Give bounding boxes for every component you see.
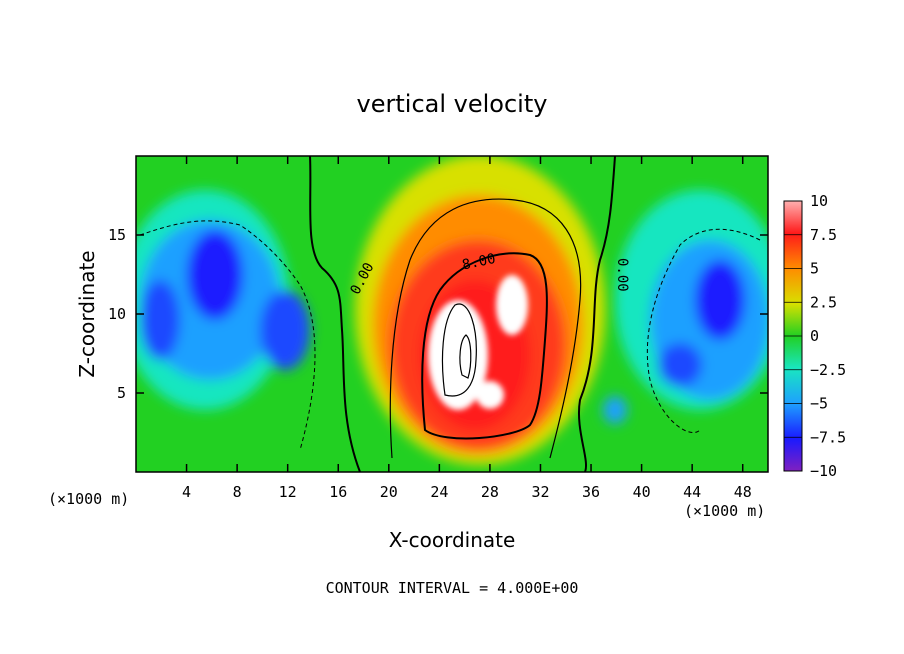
downdraft-left-low-core <box>140 280 180 360</box>
colorbar-tick-label: 10 <box>810 192 828 210</box>
contour-negative-left <box>139 220 316 451</box>
contour-negative-right <box>646 228 761 433</box>
x-tick-label: 28 <box>481 483 499 501</box>
contour-zero-left <box>309 156 361 472</box>
y-tick-label: 5 <box>117 384 126 402</box>
downdraft-left-core <box>187 230 243 320</box>
y-tick-label: 10 <box>108 305 126 323</box>
x-tick-label: 24 <box>430 483 448 501</box>
downdraft-right-low-core <box>658 343 702 387</box>
x-unit-label-left: (×1000 m) <box>48 490 129 508</box>
y-axis-title: Z-coordinate <box>75 250 99 377</box>
y-axis: 5 10 15 <box>108 226 768 402</box>
contour-8 <box>421 252 548 440</box>
colorbar-tick-label: −2.5 <box>810 361 846 379</box>
chart-title: vertical velocity <box>357 90 548 118</box>
x-unit-label-right: (×1000 m) <box>684 502 765 520</box>
contour-zero-right <box>578 156 616 472</box>
x-tick-label: 20 <box>380 483 398 501</box>
x-tick-label: 8 <box>233 483 242 501</box>
colorbar-tick-label: 2.5 <box>810 293 837 311</box>
updraft-lobe <box>496 275 528 335</box>
colorbar-tick-label: −7.5 <box>810 428 846 446</box>
colorbar-tick-label: −10 <box>810 462 837 480</box>
x-tick-label: 40 <box>633 483 651 501</box>
x-tick-label: 12 <box>279 483 297 501</box>
colorbar-tick-label: 7.5 <box>810 226 837 244</box>
updraft-plume <box>355 156 605 465</box>
x-tick-label: 48 <box>734 483 752 501</box>
colorbar-tick-label: 5 <box>810 260 819 278</box>
contour-zero-plume <box>389 198 582 459</box>
updraft-lobe-low <box>476 381 504 409</box>
x-tick-label: 44 <box>683 483 701 501</box>
downdraft-right-core <box>695 260 745 340</box>
plot-area <box>136 156 768 472</box>
downdraft-left-lower-core <box>260 290 310 370</box>
downdraft-right-small <box>603 396 627 424</box>
contour-16-core <box>441 303 477 397</box>
x-tick-label: 16 <box>329 483 347 501</box>
x-tick-label: 36 <box>582 483 600 501</box>
colorbar-tick-label: −5 <box>810 395 828 413</box>
contour-interval-note: CONTOUR INTERVAL = 4.000E+00 <box>326 579 579 597</box>
colorbar-ticks: 10 7.5 5 2.5 0 −2.5 −5 −7.5 −10 <box>784 192 846 480</box>
downdraft-regions <box>136 190 768 424</box>
x-axis-title: X-coordinate <box>389 528 516 552</box>
contour-label-eight: 8.00 <box>461 251 497 274</box>
contours <box>139 156 761 472</box>
x-tick-label: 4 <box>182 483 191 501</box>
contour-label-zero-right: 0.00 <box>614 258 630 292</box>
x-axis: 4 8 12 16 20 24 28 32 36 40 44 48 <box>182 156 752 501</box>
colorbar-tick-label: 0 <box>810 327 819 345</box>
colorbar: 10 7.5 5 2.5 0 −2.5 −5 −7.5 −10 <box>783 192 846 480</box>
contour-16-inner <box>459 334 472 379</box>
x-tick-label: 32 <box>531 483 549 501</box>
y-tick-label: 15 <box>108 226 126 244</box>
